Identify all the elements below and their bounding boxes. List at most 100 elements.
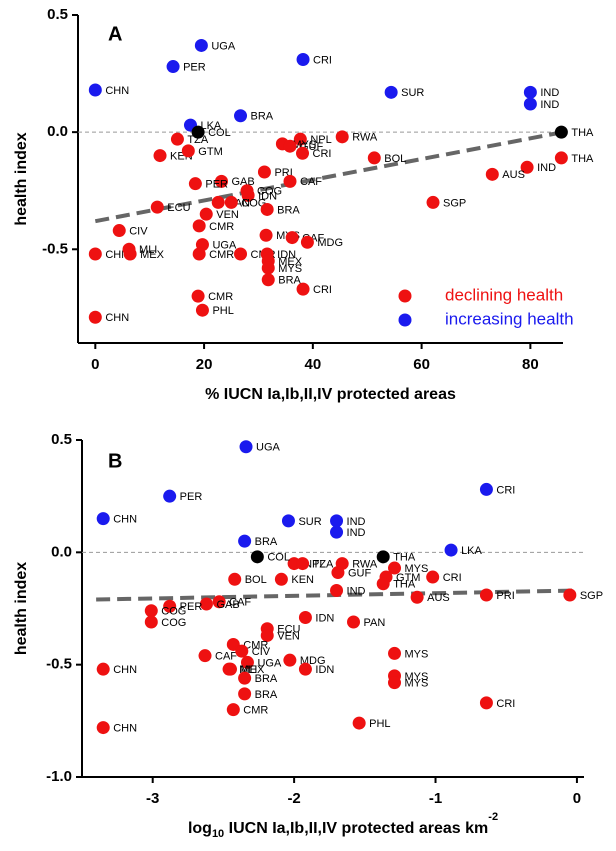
point-label: AUS (502, 169, 525, 181)
trend-line (94, 130, 564, 224)
point (163, 489, 177, 503)
point-label: UGA (212, 240, 237, 252)
x-axis-title-part: % IUCN Ia,Ib,II,IV protected areas (205, 386, 456, 403)
point-label: COL (208, 127, 231, 139)
point (226, 703, 240, 717)
point-label: UGA (257, 657, 282, 669)
point (352, 716, 366, 730)
point (150, 200, 164, 214)
point (426, 570, 440, 584)
point (96, 662, 110, 676)
x-axis-title-part: log (188, 820, 212, 837)
point-label: IND (540, 87, 559, 99)
point (166, 60, 180, 74)
point-label: COL (267, 552, 290, 564)
point-label: CRI (496, 484, 515, 496)
point-label: MYS (292, 139, 316, 151)
point (259, 228, 273, 242)
point (212, 595, 226, 609)
point (485, 167, 499, 181)
point (240, 655, 254, 669)
point-label: AUS (427, 592, 450, 604)
point-label: MYS (278, 263, 302, 275)
point (234, 247, 248, 261)
point-label: COG (241, 197, 266, 209)
point (261, 261, 275, 275)
point-label: ECU (167, 202, 190, 214)
x-tick-label: 80 (522, 356, 539, 373)
point-label: IND (347, 585, 366, 597)
point-label: BRA (277, 204, 300, 216)
point-label: CAF (300, 176, 322, 188)
point-label: CMR (208, 291, 233, 303)
point (194, 38, 208, 52)
point-label: BRA (255, 689, 278, 701)
point (298, 610, 312, 624)
point (239, 440, 253, 454)
point-label: GTM (396, 572, 420, 584)
point-label: BOL (384, 153, 406, 165)
point-label: MDG (317, 237, 343, 249)
point-label: CRI (313, 54, 332, 66)
point-label: BRA (251, 111, 274, 123)
y-axis-title: health index (13, 562, 30, 655)
point-label: RWA (352, 132, 378, 144)
point-label: CMR (209, 221, 234, 233)
point (235, 644, 249, 658)
point-label: SUR (401, 87, 424, 99)
x-tick-label: -2 (287, 790, 300, 807)
point (198, 649, 212, 663)
point-label: PER (183, 61, 206, 73)
point-label: IDN (315, 612, 334, 624)
point (388, 676, 402, 690)
point-label: NPL (310, 134, 331, 146)
point-label: SGP (580, 590, 603, 602)
point-label: MYS (405, 678, 429, 690)
x-tick-label: -3 (146, 790, 159, 807)
point-label: CHN (113, 664, 137, 676)
point (281, 514, 295, 528)
legend-marker (398, 289, 412, 303)
y-tick-label: -0.5 (42, 240, 68, 257)
point-label: TZA (313, 558, 334, 570)
point (330, 584, 344, 598)
y-tick-label: -0.5 (46, 656, 72, 673)
point-label: CMR (209, 249, 234, 261)
point (88, 83, 102, 97)
point-label: CHN (113, 514, 137, 526)
y-tick-label: 0.5 (51, 431, 72, 448)
point-label: PER (180, 491, 203, 503)
point (285, 231, 299, 245)
point-label: BRA (255, 536, 278, 548)
point (298, 662, 312, 676)
panel-label: B (108, 450, 122, 472)
point-label: COG (161, 617, 186, 629)
point (199, 597, 213, 611)
point (144, 604, 158, 618)
point-label: IND (537, 162, 556, 174)
x-tick-label: 0 (573, 790, 581, 807)
point (260, 628, 274, 642)
y-tick-label: 0.0 (51, 543, 72, 560)
point-label: CMR (243, 639, 268, 651)
point-label: GTM (198, 146, 222, 158)
point-label: LKA (461, 545, 482, 557)
point-label: THA (393, 579, 416, 591)
point (410, 590, 424, 604)
point-label: MYS (405, 563, 429, 575)
point (261, 273, 275, 287)
point-label: NPL (304, 558, 325, 570)
point-label: VEN (277, 630, 300, 642)
x-tick-label: 0 (91, 356, 99, 373)
legend-marker (398, 313, 412, 327)
x-axis-title: log10 IUCN Ia,Ib,II,IV protected areas k… (188, 811, 498, 840)
point-label: RWA (352, 558, 378, 570)
point-label: CAF (215, 651, 237, 663)
point (238, 671, 252, 685)
point-label: GUF (348, 567, 372, 579)
point (376, 577, 390, 591)
point (388, 561, 402, 575)
point-label: COG (257, 186, 282, 198)
point-label: GAB (216, 599, 239, 611)
